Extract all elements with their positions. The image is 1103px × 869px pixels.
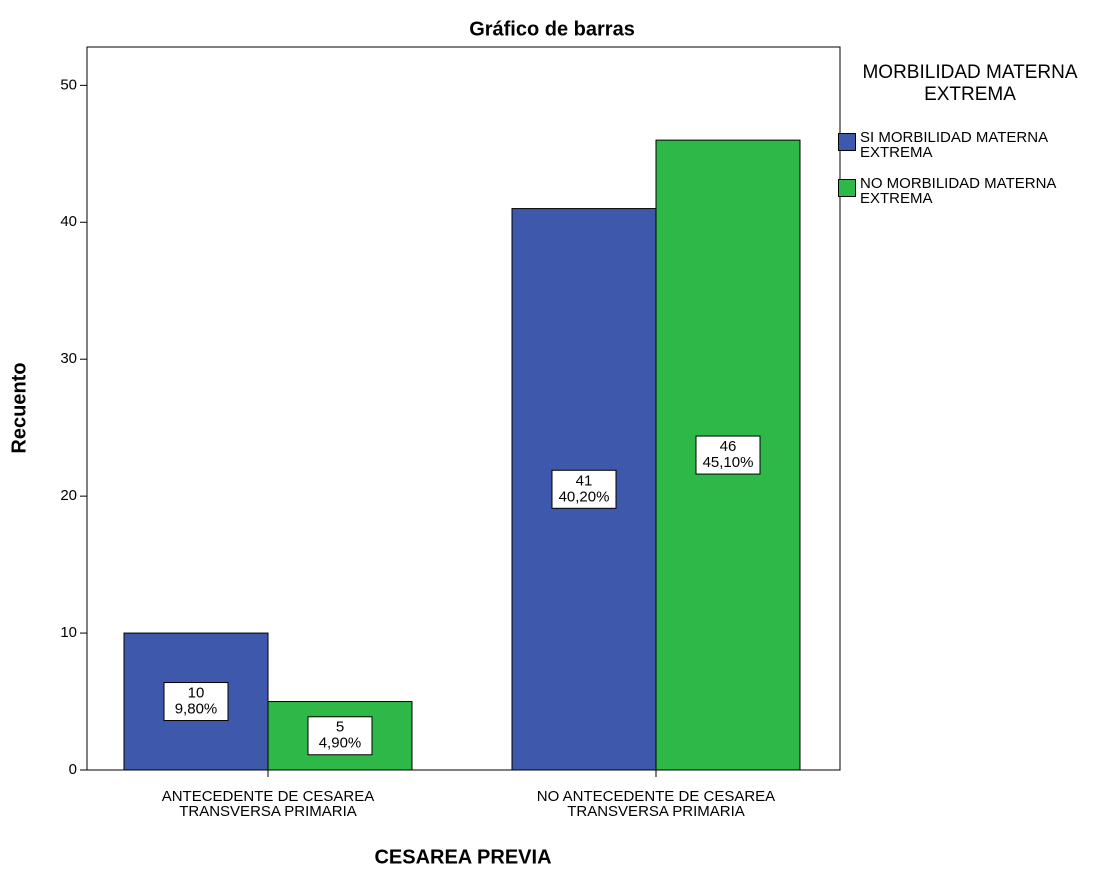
data-label-percent: 9,80% [175, 701, 218, 718]
data-label-percent: 45,10% [703, 454, 754, 471]
data-label-box [163, 682, 229, 722]
y-tick-label: 0 [69, 761, 77, 778]
legend-swatch [838, 133, 856, 151]
y-tick-label: 30 [60, 350, 77, 367]
data-label-percent: 4,90% [319, 735, 362, 752]
y-tick-label: 40 [60, 213, 77, 230]
data-label: 10 [188, 685, 205, 702]
data-label-box [695, 435, 761, 475]
chart-title: Gráfico de barras [469, 18, 635, 40]
x-tick-label: NO ANTECEDENTE DE CESAREA TRANSVERSA PRI… [536, 788, 776, 820]
legend-title: MORBILIDAD MATERNA EXTREMA [862, 62, 1078, 105]
x-axis-label: CESAREA PREVIA [374, 846, 551, 868]
data-label: 46 [720, 438, 737, 455]
data-label-box [307, 716, 373, 756]
x-tick-label: ANTECEDENTE DE CESAREA TRANSVERSA PRIMAR… [161, 788, 375, 820]
legend-swatch [838, 179, 856, 197]
legend-entry: NO MORBILIDAD MATERNA EXTREMA [860, 175, 1056, 207]
y-tick-label: 10 [60, 624, 77, 641]
data-label: 5 [336, 719, 344, 736]
plot-frame [86, 46, 841, 771]
data-label: 41 [576, 472, 593, 489]
y-tick-label: 20 [60, 487, 77, 504]
data-label-box [551, 469, 617, 509]
legend-entry: SI MORBILIDAD MATERNA EXTREMA [860, 129, 1048, 161]
y-axis-label: Recuento [8, 362, 30, 453]
y-tick-label: 50 [60, 76, 77, 93]
data-label-percent: 40,20% [559, 488, 610, 505]
